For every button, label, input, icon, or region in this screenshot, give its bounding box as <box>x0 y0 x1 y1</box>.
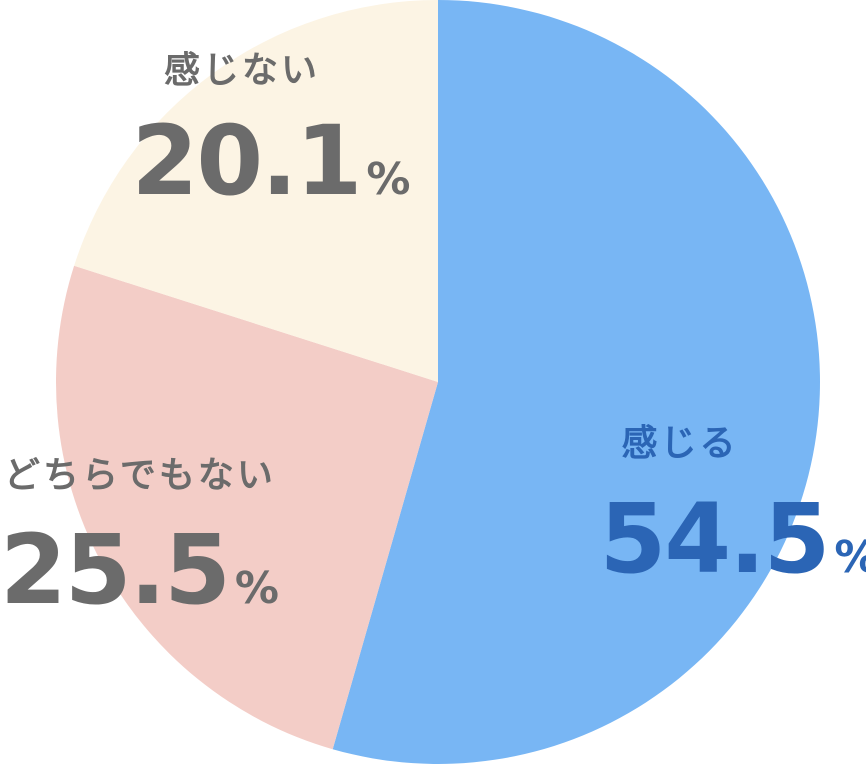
value-label: 20.1% <box>132 105 410 217</box>
value-label: 54.5% <box>600 483 866 595</box>
value-unit: % <box>366 154 409 205</box>
value-number: 25.5 <box>0 514 229 626</box>
value-number: 20.1 <box>132 105 361 217</box>
value-unit: % <box>235 563 278 614</box>
category-label: 感じる <box>621 423 738 464</box>
pie-slice <box>332 0 820 764</box>
category-label: どちらでもない <box>4 455 276 496</box>
value-label: 25.5% <box>0 514 278 626</box>
category-label: 感じない <box>164 50 320 91</box>
value-number: 54.5 <box>600 483 829 595</box>
value-unit: % <box>834 532 866 583</box>
pie-slice <box>74 0 439 382</box>
pie-slice <box>55 265 439 750</box>
